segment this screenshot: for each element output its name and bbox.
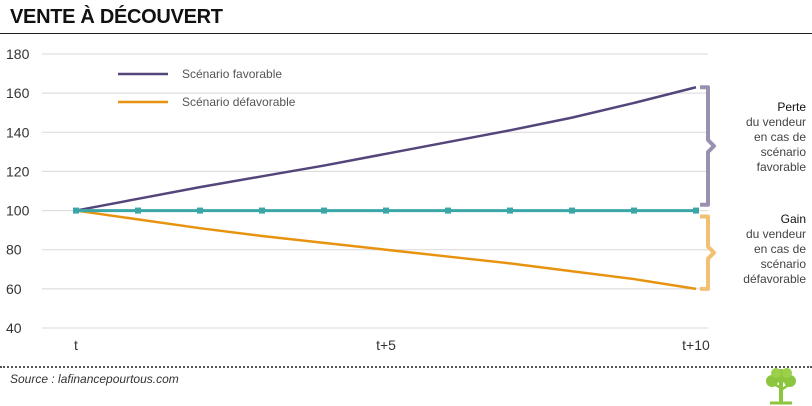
series-point: [631, 207, 637, 214]
annotation-gain-line: du vendeur: [745, 227, 806, 241]
annotation-gain-head: Gain: [780, 212, 806, 226]
x-tick-label: t+10: [682, 337, 710, 353]
series-point: [321, 207, 327, 214]
source-text: Source : lafinancepourtous.com: [10, 372, 179, 386]
legend-label: Scénario favorable: [182, 67, 282, 81]
title-divider: [0, 33, 812, 34]
legend-label: Scénario défavorable: [182, 95, 296, 109]
y-tick-label: 160: [6, 85, 30, 101]
x-tick-label: t+5: [376, 337, 396, 353]
y-tick-label: 120: [6, 163, 30, 179]
annotation-gain-line: scénario: [760, 257, 806, 271]
series-point: [135, 207, 141, 214]
loss-brace: [700, 85, 716, 207]
annotation-loss-line: favorable: [756, 160, 806, 174]
chart-title: VENTE À DÉCOUVERT: [10, 6, 223, 28]
series-point: [569, 207, 575, 214]
series-point: [445, 207, 451, 214]
x-tick-label: t: [74, 337, 78, 353]
series-point: [73, 207, 79, 214]
y-tick-label: 140: [6, 124, 30, 140]
series-point: [693, 207, 699, 214]
y-tick-label: 60: [6, 281, 22, 297]
series-line: [75, 209, 697, 291]
y-tick-label: 100: [6, 203, 30, 219]
annotation-gain: Gain du vendeur en cas de scénario défav…: [726, 212, 806, 287]
y-tick-label: 180: [6, 46, 30, 62]
series-point: [197, 207, 203, 214]
annotation-loss-line: en cas de: [753, 130, 806, 144]
series-point: [383, 207, 389, 214]
annotation-gain-line: défavorable: [743, 272, 806, 286]
y-tick-label: 80: [6, 242, 22, 258]
series-point: [259, 207, 265, 214]
series-line: [75, 86, 697, 212]
tree-logo-icon: [766, 368, 796, 405]
annotation-loss-line: du vendeur: [745, 115, 806, 129]
annotation-loss: Perte du vendeur en cas de scénario favo…: [726, 100, 806, 175]
gain-brace: [700, 214, 716, 291]
annotation-loss-line: scénario: [760, 145, 806, 159]
annotation-loss-head: Perte: [777, 100, 806, 114]
footer-divider: [0, 366, 812, 368]
y-tick-label: 40: [6, 320, 22, 336]
line-chart: 40 60 80 100 120 140 160 180 t t+5 t+10 Scénario fa…: [6, 46, 716, 353]
annotation-gain-line: en cas de: [753, 242, 806, 256]
series-point: [507, 207, 513, 214]
